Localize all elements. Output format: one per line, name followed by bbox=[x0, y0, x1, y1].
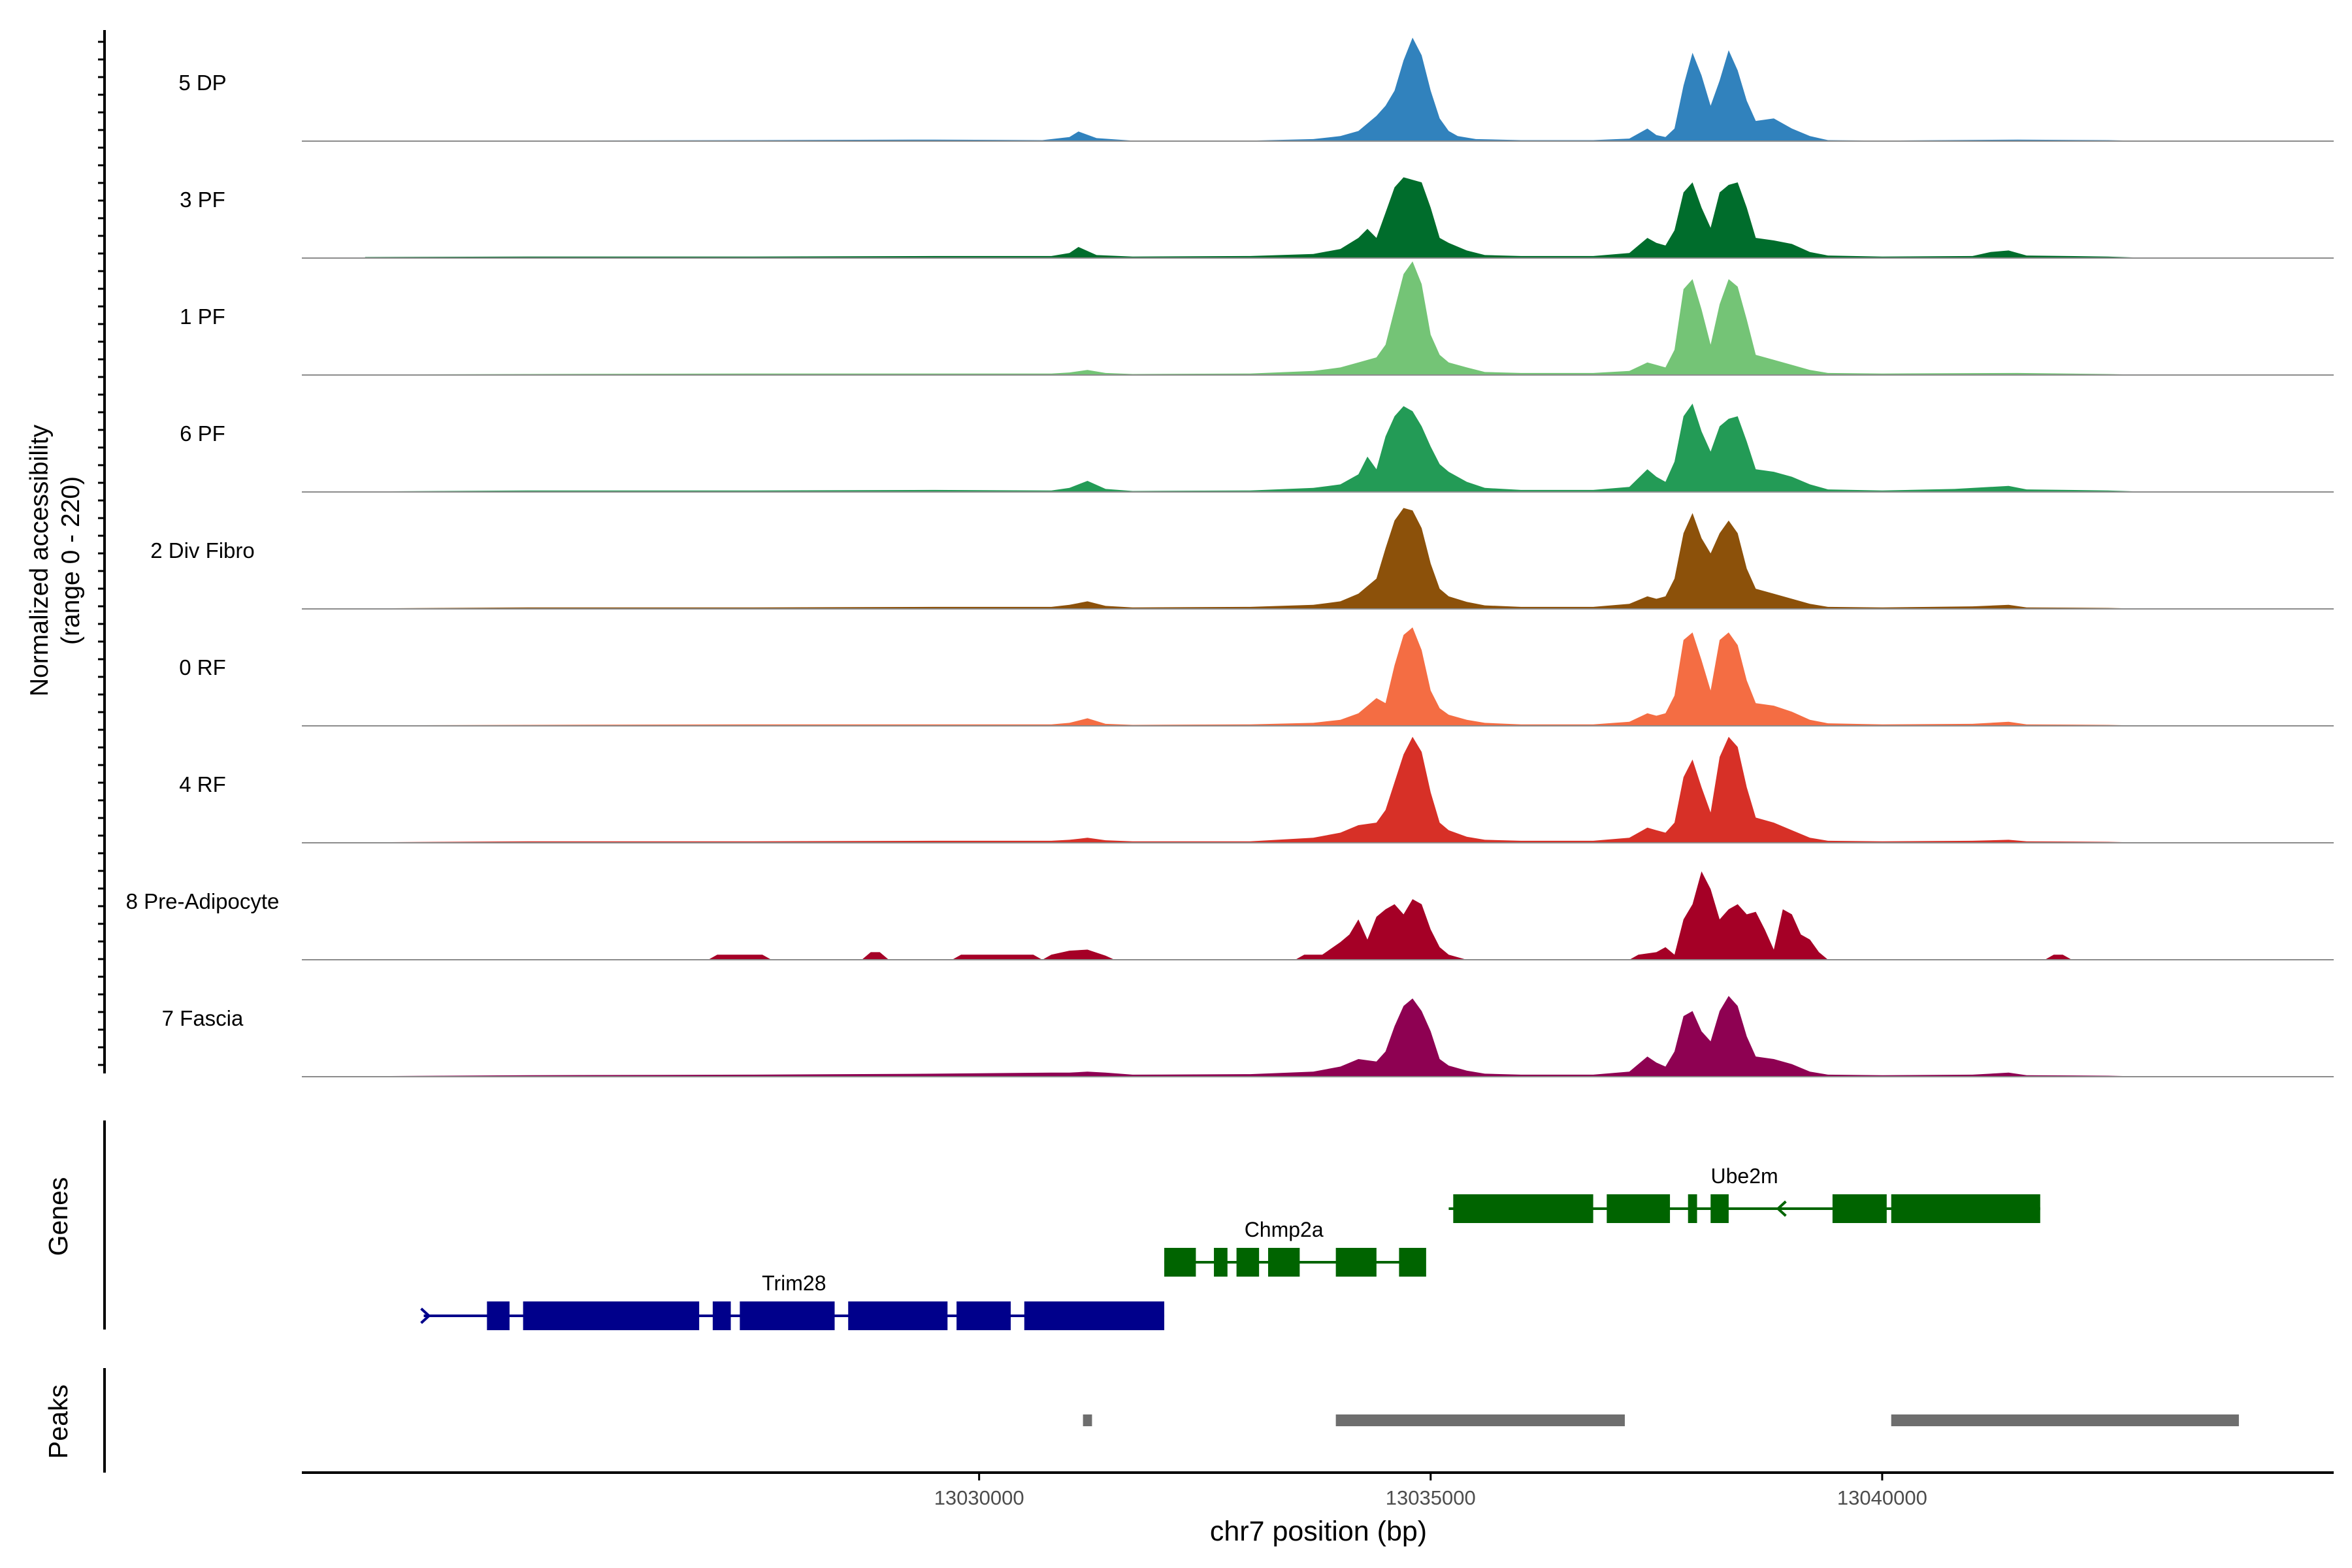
gene-exon bbox=[1267, 1248, 1300, 1277]
gene-chmp2a: Chmp2a bbox=[1164, 1218, 1426, 1277]
track-label: 5 DP bbox=[178, 71, 226, 95]
peaks-panel-label: Peaks bbox=[43, 1384, 73, 1459]
track-label: 6 PF bbox=[180, 421, 225, 446]
track-4-rf: 4 RF bbox=[179, 736, 2334, 843]
track-8-pre-adipocyte: 8 Pre-Adipocyte bbox=[126, 871, 2334, 960]
track-6-pf: 6 PF bbox=[180, 403, 2334, 493]
track-0-rf: 0 RF bbox=[179, 627, 2334, 727]
coverage-area-1-pf bbox=[365, 261, 2153, 375]
coverage-area-4-rf bbox=[365, 736, 2153, 843]
peaks-track: Peaks bbox=[43, 1368, 2239, 1473]
track-label: 4 RF bbox=[179, 772, 226, 796]
peak-region bbox=[1083, 1414, 1092, 1426]
coverage-area-8-pre-adipocyte bbox=[365, 871, 2153, 960]
track-label: 3 PF bbox=[180, 188, 225, 212]
track-5-dp: 5 DP bbox=[178, 37, 2334, 142]
coverage-area-5-dp bbox=[365, 37, 2153, 141]
track-label: 0 RF bbox=[179, 655, 226, 679]
y-axis-label-line1: Normalized accessibility bbox=[25, 424, 54, 696]
gene-exon bbox=[1164, 1248, 1196, 1277]
genes-track: Genes Trim28 Chmp2a Ube2m bbox=[43, 1120, 2040, 1330]
x-tick-label: 13030000 bbox=[934, 1486, 1024, 1509]
gene-exon bbox=[1607, 1194, 1671, 1223]
gene-exon bbox=[1214, 1248, 1228, 1277]
genes-panel-label: Genes bbox=[43, 1177, 73, 1256]
coverage-area-2-div-fibro bbox=[365, 508, 2153, 609]
coverage-area-7-fascia bbox=[365, 996, 2153, 1077]
gene-label: Trim28 bbox=[762, 1271, 826, 1295]
strand-arrow-icon bbox=[1776, 1200, 1787, 1217]
gene-ube2m: Ube2m bbox=[1448, 1164, 2040, 1223]
gene-exon bbox=[1399, 1248, 1426, 1277]
track-1-pf: 1 PF bbox=[180, 261, 2334, 376]
gene-exon bbox=[848, 1301, 948, 1330]
gene-exon bbox=[740, 1301, 835, 1330]
y-axis-label-line2: (range 0 - 220) bbox=[57, 476, 85, 645]
gene-exon bbox=[487, 1301, 510, 1330]
x-tick-label: 13035000 bbox=[1386, 1486, 1476, 1509]
track-3-pf: 3 PF bbox=[180, 177, 2334, 259]
gene-exon bbox=[712, 1301, 731, 1330]
track-label: 1 PF bbox=[180, 304, 225, 329]
gene-exon bbox=[1832, 1194, 1887, 1223]
gene-exon bbox=[1024, 1301, 1165, 1330]
gene-label: Ube2m bbox=[1711, 1164, 1778, 1188]
strand-arrow-icon bbox=[420, 1307, 431, 1324]
coverage-tracks: 5 DP 3 PF 1 PF 6 PF 2 Div Fibro 0 RF 4 RF 8 Pre… bbox=[126, 37, 2334, 1077]
x-axis: chr7 position (bp) 13030000 13035000 13040… bbox=[302, 1471, 2334, 1547]
peak-region bbox=[1891, 1414, 2239, 1426]
gene-exon bbox=[1710, 1194, 1729, 1223]
track-label: 7 Fascia bbox=[162, 1006, 244, 1030]
gene-exon bbox=[523, 1301, 700, 1330]
x-tick-label: 13040000 bbox=[1837, 1486, 1927, 1509]
track-label: 2 Div Fibro bbox=[150, 538, 255, 563]
coverage-area-3-pf bbox=[365, 177, 2153, 258]
gene-exon bbox=[956, 1301, 1011, 1330]
coverage-area-6-pf bbox=[365, 403, 2153, 492]
gene-exon bbox=[1335, 1248, 1377, 1277]
gene-exon bbox=[1236, 1248, 1260, 1277]
gene-label: Chmp2a bbox=[1245, 1218, 1324, 1241]
peak-region bbox=[1335, 1414, 1625, 1426]
coverage-area-0-rf bbox=[365, 627, 2153, 726]
gene-trim28: Trim28 bbox=[420, 1271, 1165, 1330]
gene-exon bbox=[1891, 1194, 2040, 1223]
gene-exon bbox=[1453, 1194, 1593, 1223]
x-axis-label: chr7 position (bp) bbox=[1210, 1516, 1427, 1547]
coverage-y-axis: Normalized accessibility (range 0 - 220) bbox=[25, 30, 106, 1073]
track-label: 8 Pre-Adipocyte bbox=[126, 889, 280, 913]
gene-exon bbox=[1688, 1194, 1697, 1223]
track-7-fascia: 7 Fascia bbox=[162, 996, 2334, 1077]
track-2-div-fibro: 2 Div Fibro bbox=[150, 508, 2334, 610]
